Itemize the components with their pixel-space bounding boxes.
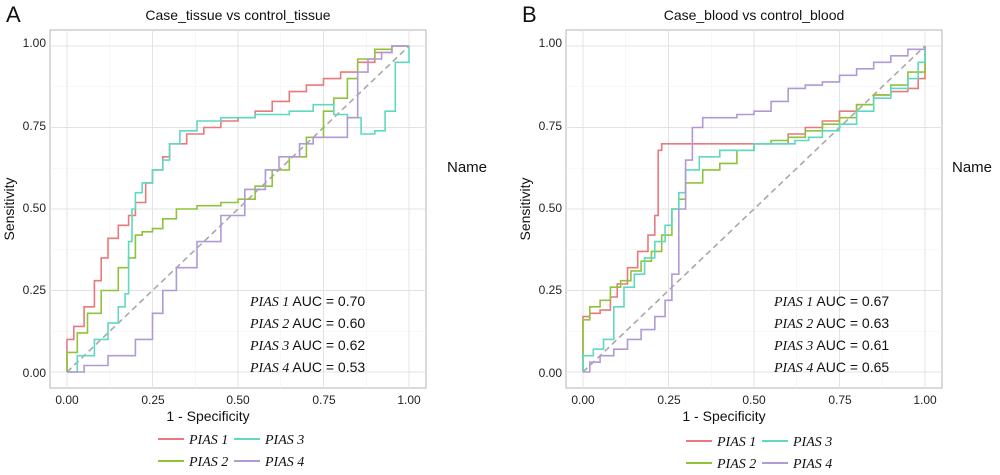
roc-curve-pias-3	[582, 46, 926, 372]
panel-label: A	[6, 2, 21, 27]
y-axis-ticks: 0.00 0.25 0.50 0.75 1.00	[23, 36, 47, 380]
x-axis-ticks: 0.00 0.25 0.50 0.75 1.00	[571, 393, 937, 407]
roc-curve-pias-4	[583, 46, 926, 373]
auc-annotation: PIAS 4 AUC = 0.53	[249, 359, 365, 376]
roc-curves	[66, 45, 410, 373]
roc-curve-pias-1	[66, 45, 409, 372]
auc-annotations: PIAS 1 AUC = 0.67 PIAS 2 AUC = 0.63 PIAS…	[773, 293, 889, 376]
auc-series-name: PIAS 3	[249, 339, 289, 354]
auc-series-name: PIAS 1	[773, 295, 813, 310]
auc-value: AUC = 0.61	[816, 337, 889, 353]
x-axis-label: 1 - Specificity	[682, 408, 765, 424]
y-tick-label: 0.75	[539, 119, 563, 133]
auc-series-name: PIAS 2	[773, 317, 813, 332]
x-axis-label: 1 - Specificity	[166, 408, 249, 424]
auc-series-name: PIAS 3	[773, 339, 813, 354]
legend-entry: PIAS 1	[716, 435, 756, 450]
auc-value: AUC = 0.63	[816, 315, 889, 331]
y-tick-label: 0.00	[539, 366, 563, 380]
legend-entry: PIAS 3	[264, 433, 304, 448]
y-tick-label: 0.00	[23, 366, 47, 380]
auc-value: AUC = 0.60	[292, 315, 365, 331]
panel-label: B	[522, 2, 537, 27]
auc-series-name: PIAS 4	[773, 361, 813, 376]
x-tick-label: 1.00	[397, 393, 421, 407]
x-tick-label: 0.75	[828, 393, 852, 407]
auc-series-name: PIAS 1	[249, 295, 289, 310]
roc-curve-pias-2	[582, 46, 926, 372]
auc-annotation: PIAS 1 AUC = 0.70	[249, 293, 365, 310]
y-tick-label: 0.50	[539, 201, 563, 215]
legend-title: Name	[952, 159, 992, 176]
y-axis-label: Sensitivity	[517, 177, 533, 240]
x-tick-label: 0.00	[55, 393, 79, 407]
y-axis-label: Sensitivity	[1, 177, 17, 240]
auc-annotation: PIAS 1 AUC = 0.67	[773, 293, 889, 310]
auc-value: AUC = 0.62	[292, 337, 365, 353]
auc-annotation: PIAS 3 AUC = 0.62	[249, 337, 365, 354]
auc-annotations: PIAS 1 AUC = 0.70 PIAS 2 AUC = 0.60 PIAS…	[249, 293, 365, 376]
y-tick-label: 0.75	[23, 119, 47, 133]
legend-entry: PIAS 1	[188, 433, 228, 448]
panel-a: A Case_tissue vs control_tissue 0.00 0.2…	[1, 2, 487, 470]
y-tick-label: 1.00	[539, 36, 563, 50]
y-axis-ticks: 0.00 0.25 0.50 0.75 1.00	[539, 36, 563, 380]
auc-value: AUC = 0.65	[816, 359, 889, 375]
legend: PIAS 1 PIAS 3 PIAS 2 PIAS 4	[686, 435, 832, 472]
y-tick-label: 1.00	[23, 36, 47, 50]
grid	[566, 30, 942, 388]
chart-title: Case_tissue vs control_tissue	[145, 7, 330, 23]
auc-value: AUC = 0.53	[292, 359, 365, 375]
auc-value: AUC = 0.70	[292, 293, 365, 309]
grid	[50, 30, 426, 388]
x-tick-label: 1.00	[913, 393, 937, 407]
legend-entry: PIAS 4	[792, 457, 832, 472]
y-tick-label: 0.25	[539, 283, 563, 297]
reference-diagonal	[582, 45, 926, 373]
x-tick-label: 0.50	[742, 393, 766, 407]
legend-entry: PIAS 3	[792, 435, 832, 450]
auc-series-name: PIAS 2	[249, 317, 289, 332]
x-tick-label: 0.50	[226, 393, 250, 407]
legend: PIAS 1 PIAS 3 PIAS 2 PIAS 4	[158, 433, 304, 470]
roc-curves	[582, 46, 926, 373]
legend-entry: PIAS 2	[188, 455, 228, 470]
roc-curve-pias-2	[66, 45, 409, 372]
roc-curve-pias-4	[67, 45, 409, 373]
x-tick-label: 0.00	[571, 393, 595, 407]
legend-title: Name	[447, 159, 487, 176]
auc-annotation: PIAS 2 AUC = 0.60	[249, 315, 365, 332]
legend-entry: PIAS 4	[264, 455, 304, 470]
auc-annotation: PIAS 3 AUC = 0.61	[773, 337, 889, 354]
auc-value: AUC = 0.67	[816, 293, 889, 309]
x-tick-label: 0.25	[657, 393, 681, 407]
x-tick-label: 0.25	[141, 393, 165, 407]
auc-series-name: PIAS 4	[249, 361, 289, 376]
reference-diagonal	[66, 45, 410, 373]
auc-annotation: PIAS 4 AUC = 0.65	[773, 359, 889, 376]
x-tick-label: 0.75	[312, 393, 336, 407]
panel-b: B Case_blood vs control_blood 0.00 0.25 …	[517, 2, 992, 472]
legend-entry: PIAS 2	[716, 457, 756, 472]
x-axis-ticks: 0.00 0.25 0.50 0.75 1.00	[55, 393, 421, 407]
auc-annotation: PIAS 2 AUC = 0.63	[773, 315, 889, 332]
y-tick-label: 0.50	[23, 201, 47, 215]
roc-curve-pias-3	[67, 46, 410, 373]
chart-title: Case_blood vs control_blood	[664, 7, 845, 23]
y-tick-label: 0.25	[23, 283, 47, 297]
